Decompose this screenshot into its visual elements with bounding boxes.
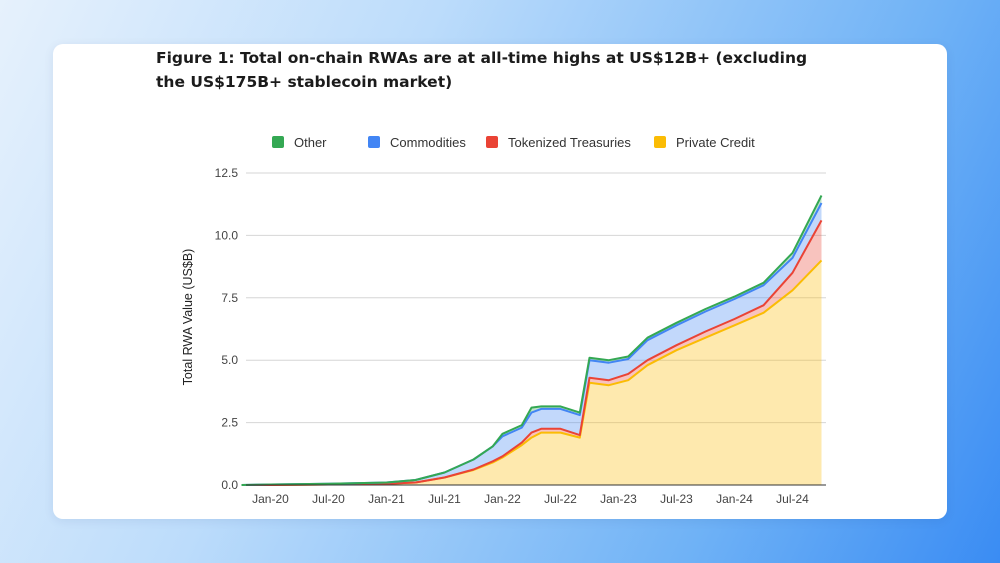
y-tick-label: 7.5	[221, 291, 238, 305]
legend-label: Private Credit	[676, 135, 755, 150]
x-tick-label: Jan-23	[600, 492, 637, 506]
x-tick-label: Jan-21	[368, 492, 405, 506]
legend: Other Commodities Tokenized Treasuries Priv…	[272, 135, 755, 150]
x-tick-labels: Jan-20 Jul-20 Jan-21 Jul-21 Jan-22 Jul-22 Jan-…	[252, 492, 809, 506]
legend-label: Commodities	[390, 135, 466, 150]
legend-swatch	[272, 136, 284, 148]
x-tick-label: Jul-20	[312, 492, 345, 506]
legend-label: Other	[294, 135, 327, 150]
y-tick-label: 2.5	[221, 416, 238, 430]
x-tick-label: Jan-22	[484, 492, 521, 506]
y-tick-labels: 0.0 2.5 5.0 7.5 10.0 12.5	[215, 166, 239, 492]
y-tick-label: 0.0	[221, 478, 238, 492]
area-series	[241, 195, 822, 485]
area-commodities	[241, 203, 822, 485]
y-tick-label: 10.0	[215, 228, 239, 242]
legend-swatch	[368, 136, 380, 148]
y-axis-title: Total RWA Value (US$B)	[181, 249, 195, 386]
y-tick-label: 5.0	[221, 353, 238, 367]
x-tick-label: Jan-24	[716, 492, 753, 506]
x-tick-label: Jan-20	[252, 492, 289, 506]
figure-title: Figure 1: Total on-chain RWAs are at all…	[156, 49, 808, 91]
series-lines	[241, 195, 823, 486]
x-tick-label: Jul-22	[544, 492, 577, 506]
x-tick-label: Jul-24	[776, 492, 809, 506]
legend-swatch	[486, 136, 498, 148]
x-tick-label: Jul-21	[428, 492, 461, 506]
legend-swatch	[654, 136, 666, 148]
line-tokenized-treasuries	[241, 219, 823, 486]
legend-label: Tokenized Treasuries	[508, 135, 631, 150]
y-tick-label: 12.5	[215, 166, 239, 180]
x-tick-label: Jul-23	[660, 492, 693, 506]
area-private-credit	[241, 260, 822, 485]
line-other	[241, 195, 823, 486]
